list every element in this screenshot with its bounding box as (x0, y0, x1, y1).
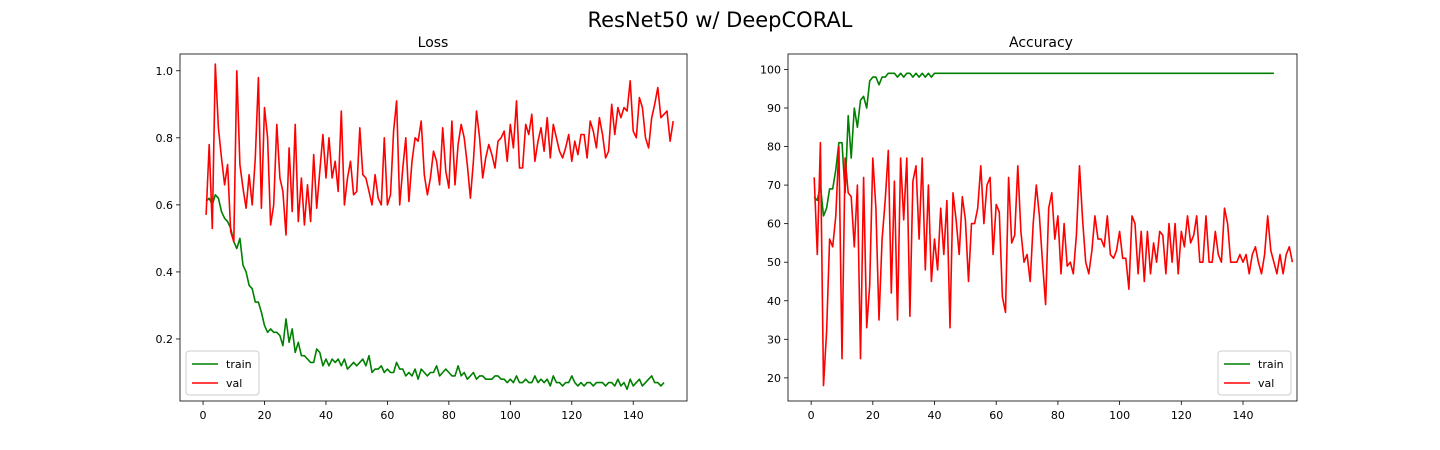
loss-x-tick-label: 120 (561, 409, 582, 422)
accuracy-y-tick-label: 50 (767, 256, 781, 269)
loss-y-tick-label: 0.4 (156, 266, 174, 279)
loss-series-train-line (205, 194, 665, 391)
accuracy-x-tick-label: 80 (1051, 409, 1065, 422)
accuracy-legend: train val (1217, 350, 1292, 396)
accuracy-legend-box (1217, 350, 1292, 396)
loss-chart: Loss 0 20 40 60 80 100 120 140 0.2 0.4 0.6 0.8 1.0 tr… (156, 35, 688, 422)
loss-plot-area: 0 20 40 60 80 100 120 140 0.2 0.4 0.6 0.8 1.0 train va… (156, 53, 688, 422)
accuracy-series-train-line (813, 72, 1274, 217)
loss-legend-val-label: val (226, 377, 242, 390)
accuracy-y-tick-label: 80 (767, 141, 781, 154)
accuracy-y-tick-label: 30 (767, 333, 781, 346)
loss-legend-box (185, 350, 260, 396)
accuracy-x-tick-label: 100 (1109, 409, 1130, 422)
loss-x-tick-label: 80 (442, 409, 456, 422)
accuracy-legend-val-label: val (1258, 377, 1274, 390)
loss-y-tick-label: 0.2 (156, 333, 174, 346)
loss-y-tick-label: 1.0 (156, 65, 174, 78)
accuracy-y-tick-label: 100 (760, 63, 781, 76)
figure-suptitle: ResNet50 w/ DeepCORAL (587, 8, 852, 32)
loss-y-tick-label: 0.6 (156, 199, 174, 212)
accuracy-y-tick-label: 90 (767, 102, 781, 115)
accuracy-y-tick-label: 60 (767, 218, 781, 231)
accuracy-y-tick-label: 20 (767, 372, 781, 385)
loss-legend: train val (185, 350, 260, 396)
accuracy-legend-train-label: train (1258, 358, 1284, 371)
loss-x-tick-label: 100 (500, 409, 521, 422)
accuracy-x-tick-label: 60 (989, 409, 1003, 422)
accuracy-chart: Accuracy 0 20 40 60 80 100 120 140 20 30 40 50 60 70 8… (760, 35, 1298, 422)
loss-x-tick-label: 40 (319, 409, 333, 422)
accuracy-x-tick-label: 40 (928, 409, 942, 422)
loss-y-tick-label: 0.8 (156, 132, 174, 145)
loss-x-tick-label: 140 (623, 409, 644, 422)
loss-series-val-line (205, 63, 674, 243)
loss-x-tick-label: 0 (200, 409, 207, 422)
loss-legend-train-label: train (226, 358, 252, 371)
loss-x-tick-label: 60 (380, 409, 394, 422)
accuracy-y-tick-label: 40 (767, 295, 781, 308)
accuracy-x-tick-label: 140 (1233, 409, 1254, 422)
loss-axes-frame (179, 53, 688, 402)
accuracy-x-tick-label: 120 (1171, 409, 1192, 422)
accuracy-series-val-line (813, 141, 1294, 387)
accuracy-y-tick-label: 70 (767, 179, 781, 192)
loss-x-tick-label: 20 (258, 409, 272, 422)
accuracy-x-tick-label: 0 (808, 409, 815, 422)
accuracy-x-tick-label: 20 (866, 409, 880, 422)
loss-chart-title: Loss (418, 35, 449, 51)
accuracy-chart-title: Accuracy (1009, 35, 1073, 51)
accuracy-plot-area: 0 20 40 60 80 100 120 140 20 30 40 50 60 70 80 90 100 tra… (760, 53, 1298, 422)
accuracy-axes-frame (787, 53, 1298, 402)
